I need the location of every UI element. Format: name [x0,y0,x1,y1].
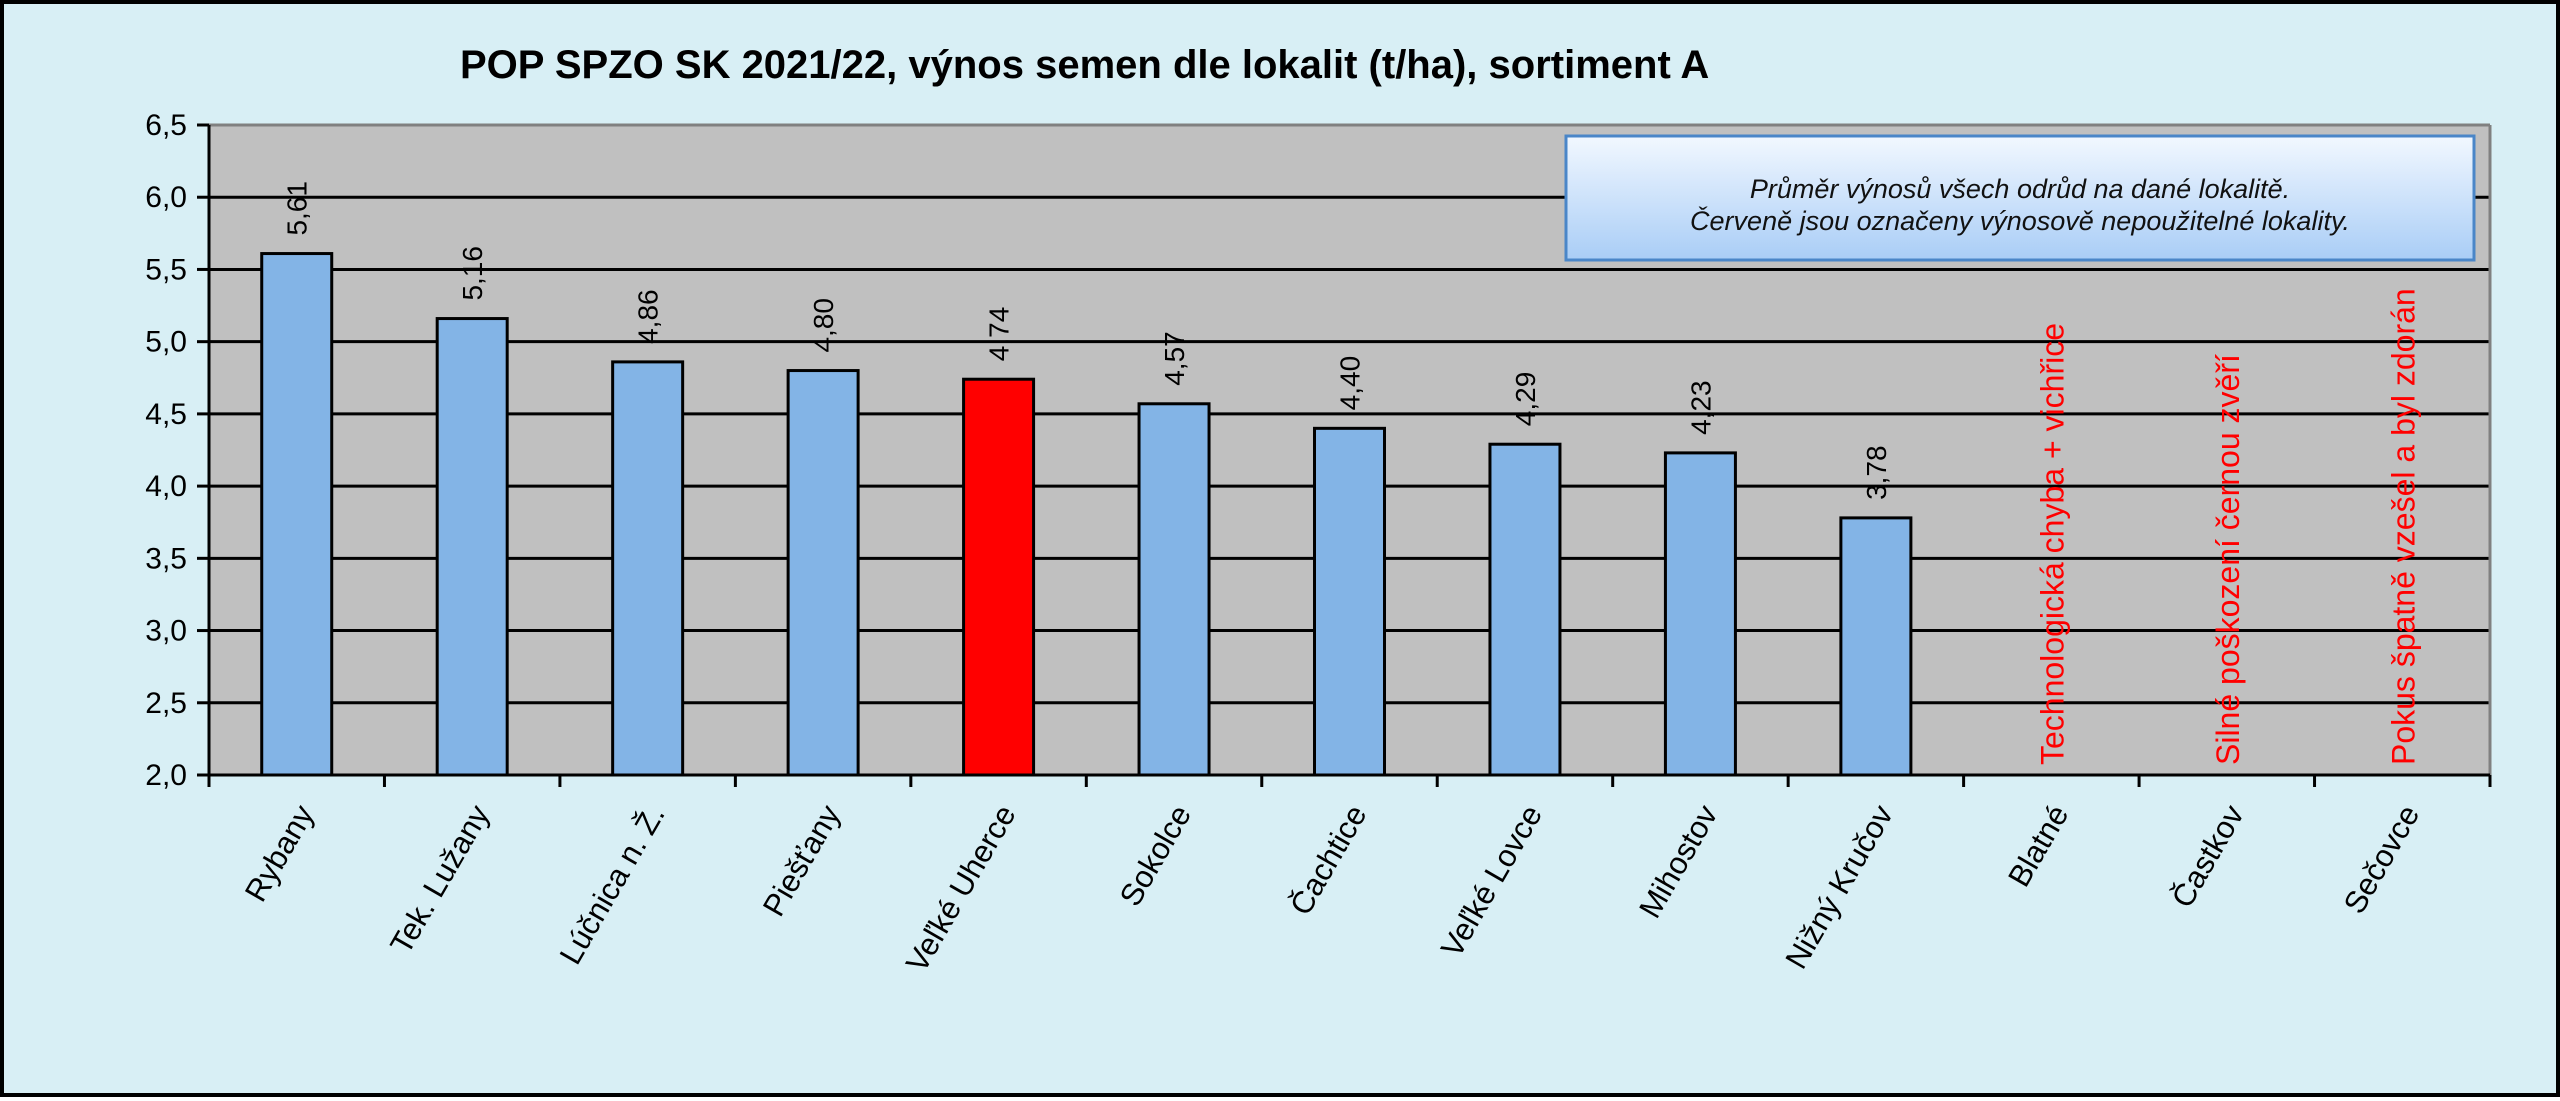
bar [1663,451,1737,777]
bar [1313,426,1386,777]
bar [260,252,334,777]
legend-box-background [1564,134,2476,262]
x-tick-label: Piešťany [756,799,848,923]
x-tick-label: Blatné [2001,799,2075,893]
x-tick-label: Lúčnica n. Ž. [553,799,672,970]
bar [1839,516,1913,777]
y-tick-label: 3,0 [145,615,187,648]
data-label: 4,74 [984,307,1015,362]
y-tick-label: 2,5 [145,687,187,720]
x-tick-label: Veľké Uherce [899,799,1023,978]
y-tick-label: 5,0 [145,326,187,359]
legend-box: Průměr výnosů všech odrůd na dané lokali… [1564,134,2476,262]
data-label: 3,78 [1861,445,1892,500]
x-tick-label: Sečovce [2337,799,2427,919]
bar [786,369,860,777]
bar [1137,402,1211,777]
bar [1488,442,1562,777]
x-tick-label: Mihostov [1632,799,1725,924]
y-tick-label: 2,0 [145,759,187,792]
bar [611,360,685,777]
y-tick-label: 6,5 [145,109,187,142]
x-tick-label: Nižný Kručov [1778,799,1900,975]
data-label: 4,57 [1159,331,1190,386]
x-tick-label: Častkov [2165,799,2252,914]
annotation-label: Technologická chyba + vichřice [2034,323,2070,765]
x-tick-label: Sokolce [1113,799,1198,912]
y-tick-label: 3,5 [145,542,187,575]
annotation-label: Pokus špatně vzešel a byl zdorán [2385,288,2421,765]
data-label: 4,23 [1685,380,1716,435]
data-label: 4,29 [1510,372,1541,427]
y-tick-label: 5,5 [145,253,187,286]
data-label: 4,86 [633,289,664,344]
bar [962,377,1036,777]
bar [435,317,509,777]
bar-chart: POP SPZO SK 2021/22, výnos semen dle lok… [145,43,2492,978]
legend-line-1: Průměr výnosů všech odrůd na dané lokali… [1750,174,2290,204]
y-tick-label: 4,0 [145,470,187,503]
legend-line-2: Červeně jsou označeny výnosově nepoužite… [1690,205,2350,236]
annotation-label: Silné poškození černou zvěří [2210,354,2246,765]
x-tick-label: Tek. Lužany [383,799,496,960]
x-tick-label: Rybany [238,799,321,908]
chart-title: POP SPZO SK 2021/22, výnos semen dle lok… [460,43,1709,87]
data-label: 4,40 [1335,356,1366,411]
x-tick-label: Čachtice [1283,799,1374,921]
y-tick-label: 6,0 [145,181,187,214]
x-tick-label: Veľké Lovce [1434,799,1549,963]
data-label: 5,61 [282,181,313,236]
y-tick-label: 4,5 [145,398,187,431]
data-label: 5,16 [457,246,488,301]
data-label: 4,80 [808,298,839,353]
